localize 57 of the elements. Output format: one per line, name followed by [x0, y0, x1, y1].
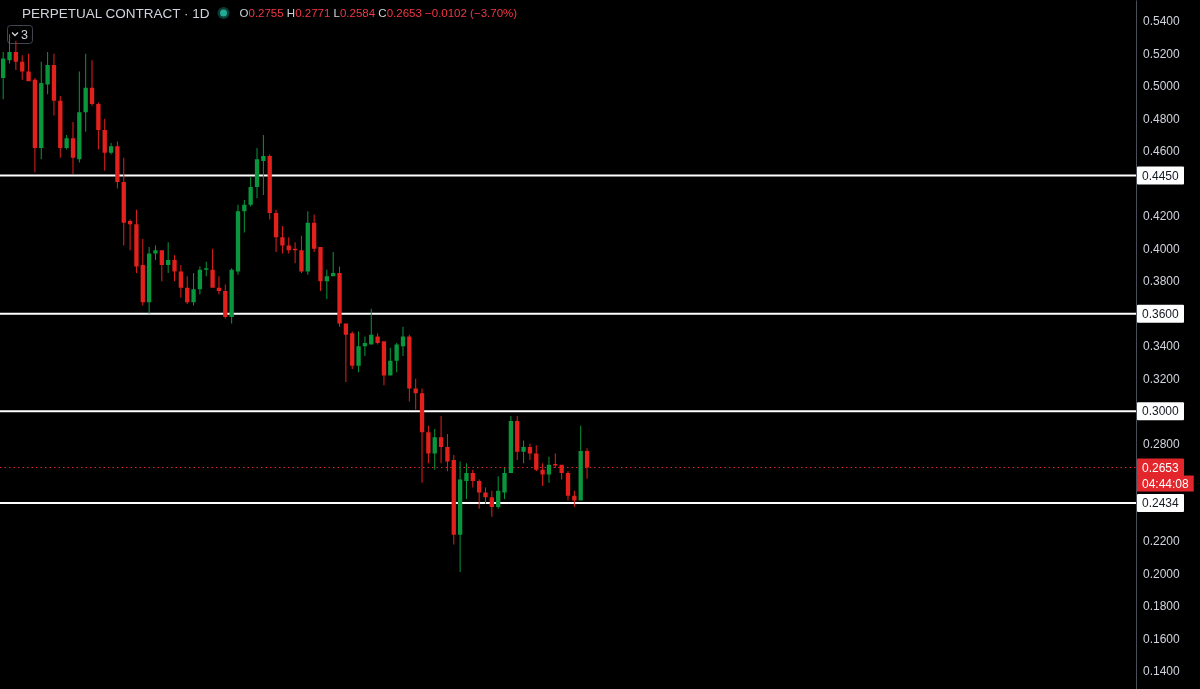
- annotation: 3: [21, 28, 28, 42]
- y-tick-label: 0.1800: [1143, 599, 1181, 614]
- candlestick: [559, 464, 564, 480]
- candlestick: [502, 468, 507, 499]
- candlestick: [280, 225, 285, 254]
- candlestick: [553, 453, 558, 468]
- candlestick: [540, 463, 545, 486]
- candlestick: [7, 34, 12, 64]
- candlestick: [356, 331, 361, 373]
- candlestick: [45, 52, 50, 95]
- ref-line-label: 0.3600: [1142, 306, 1180, 321]
- candlestick: [115, 141, 120, 189]
- candlestick: [64, 134, 69, 150]
- candlestick: [394, 342, 399, 373]
- candlestick: [445, 433, 450, 472]
- y-tick-label: 0.3200: [1143, 371, 1181, 386]
- candlestick: [26, 53, 31, 82]
- text: O0.2755 H0.2771 L0.2584 C0.2653 −0.0102 (−3.70%): [239, 7, 518, 19]
- y-tick-label: 0.4800: [1143, 111, 1181, 126]
- y-tick-label: 0.4200: [1143, 209, 1181, 224]
- y-tick-label: 0.2000: [1143, 566, 1181, 581]
- y-tick-label: 0.1600: [1143, 631, 1181, 646]
- y-tick-label: 0.5400: [1143, 14, 1181, 29]
- ref-line-label: 0.2434: [1142, 496, 1180, 511]
- text: 04:44:08: [1142, 476, 1190, 491]
- ref-line-label: 0.2653: [1142, 460, 1180, 475]
- candlestick: [210, 248, 215, 288]
- chart-title: PERPETUAL CONTRACT · 1D: [22, 6, 210, 21]
- candlestick: [299, 235, 304, 273]
- candlestick: [572, 490, 577, 507]
- candlestick: [375, 333, 380, 345]
- candlestick: [261, 134, 266, 195]
- candlestick: [464, 463, 469, 499]
- y-tick-label: 0.2200: [1143, 534, 1181, 549]
- candlestick: [172, 255, 177, 282]
- y-tick-label: 0.4600: [1143, 144, 1181, 159]
- y-tick-label: 0.3400: [1143, 339, 1181, 354]
- candlestick: [337, 266, 342, 327]
- ref-line-label: 0.3000: [1142, 404, 1180, 419]
- candlestick: [521, 440, 526, 464]
- candlestick: [153, 245, 158, 260]
- candlestick: [483, 487, 488, 504]
- candlestick: [191, 273, 196, 306]
- candlestick: [204, 261, 209, 277]
- candlestick: [426, 425, 431, 464]
- y-tick-label: 0.4000: [1143, 241, 1181, 256]
- ref-line-label: 0.4450: [1142, 168, 1180, 183]
- candlestick: [134, 209, 139, 273]
- y-tick-label: 0.3800: [1143, 274, 1181, 289]
- y-tick-label: 0.1400: [1143, 664, 1181, 679]
- candlestick: [96, 102, 101, 150]
- candlestick: [229, 268, 234, 324]
- y-tick-label: 0.5200: [1143, 46, 1181, 61]
- y-tick-label: 0.5000: [1143, 79, 1181, 94]
- y-tick-label: 0.2800: [1143, 436, 1181, 451]
- toggle-button: 3: [7, 25, 33, 44]
- candlestick: [318, 247, 323, 291]
